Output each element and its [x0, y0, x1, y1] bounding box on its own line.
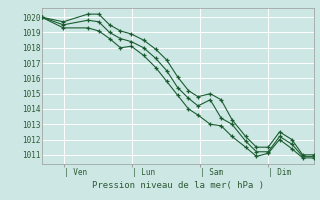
- X-axis label: Pression niveau de la mer( hPa ): Pression niveau de la mer( hPa ): [92, 181, 264, 190]
